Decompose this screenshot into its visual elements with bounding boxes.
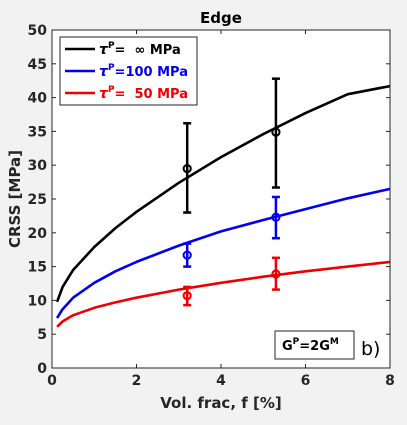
ratio-sup-2: M <box>330 337 339 347</box>
y-tick-label: 45 <box>28 57 47 73</box>
data-point <box>271 127 281 137</box>
ratio-middle: =2G <box>299 339 330 354</box>
legend-tau-symbol: τ <box>99 64 109 80</box>
series-line-2 <box>56 260 391 328</box>
x-tick-label: 4 <box>216 373 226 389</box>
legend-value: =100 MPa <box>115 65 188 80</box>
ratio-sup-1: P <box>293 337 300 347</box>
x-axis-label: Vol. frac, f [%] <box>160 394 282 412</box>
data-point <box>182 250 192 260</box>
series-line-0 <box>55 84 391 303</box>
chart-title: Edge <box>200 9 242 27</box>
legend-tau-symbol: τ <box>99 42 109 58</box>
y-tick-label: 0 <box>37 361 47 377</box>
panel-label: b) <box>361 338 380 360</box>
series-line-1 <box>55 187 391 319</box>
shear-modulus-ratio: GP=2GM <box>282 337 339 354</box>
annotation-box <box>274 330 355 360</box>
curves-layer <box>55 84 391 328</box>
legend-superscript: P <box>108 63 115 73</box>
legend-label-0: τP= ∞ MPa <box>99 41 181 58</box>
y-tick-label: 25 <box>28 192 47 208</box>
y-tick-label: 50 <box>28 23 48 39</box>
legend-superscript: P <box>108 85 115 95</box>
legend-label-1: τP=100 MPa <box>99 63 188 80</box>
y-axis-label: CRSS [MPa] <box>6 150 24 248</box>
shear-modulus-annotation: GP=2GM <box>274 330 355 360</box>
ratio-base: G <box>282 339 293 354</box>
x-tick-label: 0 <box>47 373 57 389</box>
legend-label-2: τP= 50 MPa <box>99 85 188 102</box>
y-tick-label: 10 <box>28 293 48 309</box>
x-tick-label: 8 <box>385 373 395 389</box>
data-point <box>182 291 192 301</box>
y-tick-label: 5 <box>37 327 47 343</box>
x-tick-label: 6 <box>301 373 311 389</box>
data-point <box>271 269 281 279</box>
y-tick-label: 35 <box>28 124 47 140</box>
data-point <box>271 212 281 222</box>
legend-value: = ∞ MPa <box>115 43 181 58</box>
y-tick-label: 40 <box>28 91 48 107</box>
legend-tau-symbol: τ <box>99 86 109 102</box>
y-tick-label: 15 <box>28 260 47 276</box>
data-point <box>182 163 192 174</box>
errorbars-layer <box>182 77 281 307</box>
y-tick-label: 30 <box>28 158 48 174</box>
legend-superscript: P <box>108 41 115 51</box>
legend-value: = 50 MPa <box>115 87 188 102</box>
y-tick-label: 20 <box>28 226 48 242</box>
ticks-layer: 0 2 4 6 8 0 5 10 15 20 25 30 35 40 45 50 <box>28 23 395 389</box>
x-tick-label: 2 <box>132 373 142 389</box>
